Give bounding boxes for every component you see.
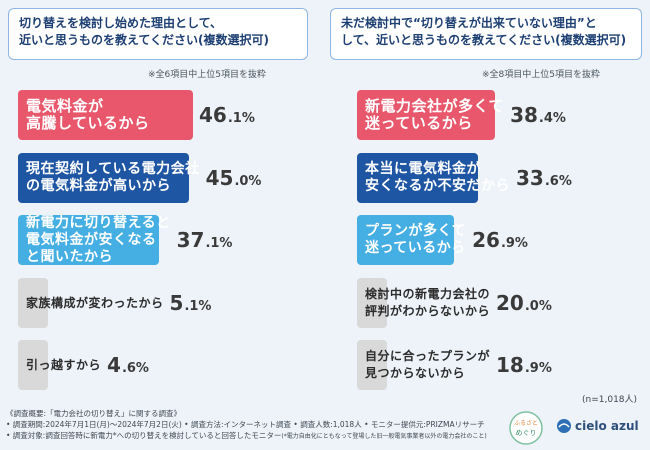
value-decimal: .9% <box>524 360 552 376</box>
value-int: 20 <box>496 291 524 315</box>
right-title-line2: して、近いと思うものを教えてください(複数選択可) <box>341 33 627 47</box>
furusato-meguri-logo: ふるさと めぐり <box>509 411 543 445</box>
bar-value-right-4: 20.0% <box>496 278 552 328</box>
bar-right-5 <box>357 340 387 390</box>
footer-line1: 《調査概要:「電力会社の切り替え」に関する調査》 <box>6 409 182 418</box>
right-chart-title: 未だ検討中で“切り替えが出来ていない理由”と して、近いと思うものを教えてくださ… <box>330 8 642 60</box>
cielo-azul-brand: cielo azul <box>575 419 639 433</box>
left-note: ※全6項目中上位5項目を抜粋 <box>148 70 266 80</box>
footer-line3-note: (*電力自由化にともなって登場した旧一般電気事業者以外の電力会社のこと) <box>281 433 487 440</box>
cielo-azul-mark-icon <box>557 419 571 433</box>
value-decimal: .6% <box>544 173 572 189</box>
value-decimal: .1% <box>227 110 255 126</box>
bar-right-2 <box>357 153 478 203</box>
furusato-logo-text: ふるさと <box>514 420 538 427</box>
value-int: 4 <box>107 353 121 377</box>
value-int: 46 <box>199 103 227 127</box>
value-decimal: .9% <box>500 235 528 251</box>
right-note: ※全8項目中上位5項目を抜粋 <box>482 70 600 80</box>
right-title-line1: 未だ検討中で“切り替えが出来ていない理由”と <box>341 16 597 30</box>
bar-left-5 <box>18 340 48 390</box>
bar-value-right-1: 38.4% <box>510 90 566 140</box>
value-decimal: .0% <box>524 298 552 314</box>
survey-footer: 《調査概要:「電力会社の切り替え」に関する調査》 • 調査期間:2024年7月1… <box>6 408 487 442</box>
bar-value-right-5: 18.9% <box>496 340 552 390</box>
bar-right-1 <box>357 90 495 140</box>
bar-label-left-2: 現在契約している電力会社 の電気料金が高いから <box>26 161 200 194</box>
value-int: 26 <box>472 228 500 252</box>
value-decimal: .0% <box>234 173 262 189</box>
bar-left-4 <box>18 278 48 328</box>
footer-line3-main: • 調査対象:調査回答時に新電力*への切り替えを検討していると回答したモニター <box>6 431 282 440</box>
bar-left-1 <box>18 90 193 140</box>
bar-value-right-2: 33.6% <box>516 153 572 203</box>
left-chart-title: 切り替えを検討し始めた理由として、 近いと思うものを教えてください(複数選択可) <box>8 8 308 60</box>
sample-size: (n=1,018人) <box>582 395 638 405</box>
bar-label-right-1: 新電力会社が多くて 迷っているから <box>365 97 505 132</box>
value-int: 5 <box>169 291 184 315</box>
bar-label-right-2: 本当に電気料金が 安くなるか不安だから <box>365 161 510 194</box>
bar-right-4 <box>357 278 387 328</box>
left-title-line2: 近いと思うものを教えてください(複数選択可) <box>19 33 270 47</box>
bar-label-left-3: 新電力に切り替えると 電気料金が安くなる と聞いたから <box>26 214 171 265</box>
value-int: 37 <box>176 228 205 252</box>
value-decimal: .1% <box>184 298 212 314</box>
footer-line2: • 調査期間:2024年7月1日(月)～2024年7月2日(火) • 調査方法:… <box>6 420 485 429</box>
value-int: 38 <box>510 103 538 127</box>
bar-label-right-5: 自分に合ったプランが 見つからないから <box>365 349 491 380</box>
bar-label-right-4: 検討中の新電力会社の 評判がわからないから <box>365 287 491 318</box>
value-int: 18 <box>496 353 524 377</box>
left-title-line1: 切り替えを検討し始めた理由として、 <box>19 16 223 30</box>
footer-line3: • 調査対象:調査回答時に新電力*への切り替えを検討していると回答したモニター(… <box>6 430 487 442</box>
bar-left-3 <box>18 215 159 265</box>
bar-value-left-2: 45.0% <box>206 153 262 203</box>
bar-label-left-1: 電気料金が 高騰しているから <box>26 97 150 132</box>
bar-value-left-5: 4.6% <box>107 340 149 390</box>
value-int: 33 <box>516 166 544 190</box>
bar-value-left-4: 5.1% <box>170 278 212 328</box>
bar-label-left-4: 家族構成が変わったから <box>26 295 164 310</box>
value-decimal: .4% <box>538 110 566 126</box>
bar-value-left-1: 46.1% <box>199 90 255 140</box>
bar-label-left-5: 引っ越すから <box>26 357 102 372</box>
bar-value-left-3: 37.1% <box>177 215 233 265</box>
bar-left-2 <box>18 153 189 203</box>
bar-value-right-3: 26.9% <box>472 215 528 265</box>
bar-right-3 <box>357 215 454 265</box>
value-decimal: .1% <box>205 235 233 251</box>
bar-label-right-3: プランが多くて 迷っているから <box>365 223 467 256</box>
value-decimal: .6% <box>121 360 149 376</box>
value-int: 45 <box>205 166 234 190</box>
cielo-azul-logo: cielo azul <box>556 418 639 434</box>
svg-text:めぐり: めぐり <box>516 429 537 437</box>
